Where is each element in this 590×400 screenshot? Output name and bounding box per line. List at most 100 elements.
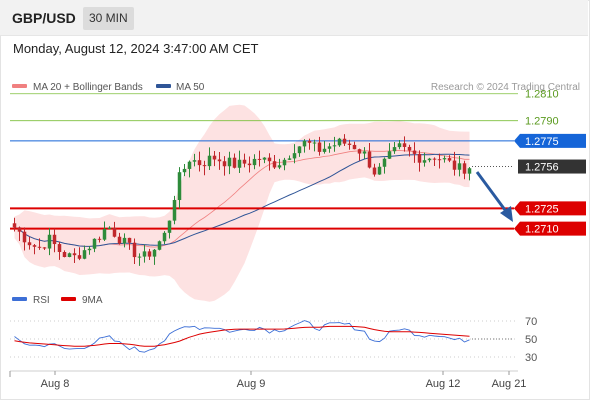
- candle-body: [122, 237, 127, 244]
- candle-body: [207, 155, 212, 167]
- candle-body: [312, 142, 317, 144]
- candle-body: [57, 244, 62, 253]
- level-label-1.2775: 1.2775: [525, 136, 559, 148]
- rsi-tick-50: 50: [525, 334, 537, 346]
- credit-label: Research © 2024 Trading Central: [431, 82, 580, 93]
- candle-body: [152, 249, 157, 257]
- candle-body: [162, 232, 167, 242]
- rsi-9ma-line: [14, 325, 470, 347]
- candle-body: [317, 142, 322, 152]
- candle-body: [332, 145, 337, 147]
- candle-body: [337, 138, 342, 146]
- candle-body: [72, 253, 77, 256]
- candle-body: [397, 143, 402, 148]
- candle-body: [287, 158, 292, 160]
- candle-body: [32, 245, 37, 247]
- candle-body: [37, 246, 42, 248]
- candles: [12, 134, 472, 266]
- x-tick-label: Aug 12: [426, 378, 461, 390]
- candle-body: [342, 138, 347, 144]
- candle-body: [352, 144, 357, 150]
- candle-body: [267, 157, 272, 162]
- candle-body: [437, 159, 442, 161]
- candle-body: [62, 252, 67, 258]
- candle-body: [197, 160, 202, 166]
- candle-body: [82, 250, 87, 259]
- candle-body: [182, 168, 187, 173]
- rsi-line: [14, 320, 470, 353]
- candle-body: [202, 165, 207, 167]
- legend-swatch-ma50: [156, 84, 171, 88]
- candle-body: [277, 165, 282, 168]
- candle-body: [132, 242, 137, 258]
- candle-body: [67, 253, 72, 258]
- level-label-1.2725: 1.2725: [525, 203, 559, 215]
- level-tag-current: [518, 159, 586, 174]
- candle-body: [117, 236, 122, 244]
- candle-body: [102, 228, 107, 240]
- legend-swatch-rsi: [12, 297, 27, 301]
- pair-label: GBP/USD: [12, 10, 76, 26]
- x-tick-label: Aug 9: [237, 378, 266, 390]
- candle-body: [252, 158, 257, 166]
- candle-body: [242, 159, 247, 164]
- level-label-1.2710: 1.2710: [525, 224, 559, 236]
- candle-body: [297, 146, 302, 154]
- candle-body: [17, 227, 22, 232]
- candle-body: [42, 247, 47, 249]
- candle-body: [467, 168, 472, 174]
- candle-body: [372, 167, 377, 175]
- rsi-tick-70: 70: [525, 316, 537, 328]
- candle-body: [147, 251, 152, 257]
- candle-body: [87, 248, 92, 251]
- candle-body: [127, 237, 132, 243]
- x-tick-label: Aug 21: [492, 378, 527, 390]
- candle-body: [227, 157, 232, 167]
- candle-body: [362, 151, 367, 154]
- candle-body: [222, 161, 227, 167]
- candle-body: [107, 227, 112, 229]
- header-bar: GBP/USD 30 MIN: [0, 0, 588, 36]
- legend-swatch-9ma: [61, 297, 76, 301]
- candle-body: [77, 255, 82, 259]
- candle-body: [157, 241, 162, 250]
- candle-body: [187, 161, 192, 169]
- candle-body: [347, 143, 352, 145]
- timeframe-badge[interactable]: 30 MIN: [83, 7, 134, 30]
- datetime-label: Monday, August 12, 2024 3:47:00 AM CET: [13, 41, 259, 56]
- candle-body: [22, 231, 27, 243]
- ma50-line: [14, 153, 470, 247]
- legend-ma-bb: MA 20 + Bollinger Bands: [33, 82, 143, 93]
- candle-body: [177, 172, 182, 201]
- candle-body: [417, 153, 422, 163]
- price-levels: 1.2810 1.2790 1.2775 1.2756 1.2725 1.2710: [10, 89, 586, 236]
- candle-body: [212, 155, 217, 160]
- candle-body: [292, 153, 297, 159]
- candle-body: [307, 140, 312, 143]
- candle-body: [357, 149, 362, 154]
- level-tag-1.2775: [514, 133, 586, 148]
- candle-body: [452, 160, 457, 170]
- legend-swatch-ma-bb: [12, 84, 27, 88]
- candle-body: [217, 159, 222, 162]
- candle-body: [457, 163, 462, 170]
- level-label-1.2790: 1.2790: [525, 116, 559, 128]
- candle-body: [382, 158, 387, 167]
- candle-body: [172, 200, 177, 221]
- candle-body: [387, 151, 392, 159]
- candle-body: [142, 251, 147, 257]
- candle-body: [262, 157, 267, 160]
- candle-body: [27, 242, 32, 246]
- legend-ma50: MA 50: [176, 82, 205, 93]
- candle-body: [412, 150, 417, 154]
- candle-body: [422, 160, 427, 163]
- candle-body: [237, 159, 242, 168]
- candle-body: [97, 238, 102, 240]
- candle-body: [377, 166, 382, 175]
- level-label-current: 1.2756: [525, 162, 559, 174]
- x-ticks: Aug 8 Aug 9 Aug 12 Aug 21: [9, 371, 527, 390]
- projection-arrow: [475, 171, 513, 222]
- candle-body: [327, 146, 332, 149]
- level-tag-1.2710: [514, 221, 586, 236]
